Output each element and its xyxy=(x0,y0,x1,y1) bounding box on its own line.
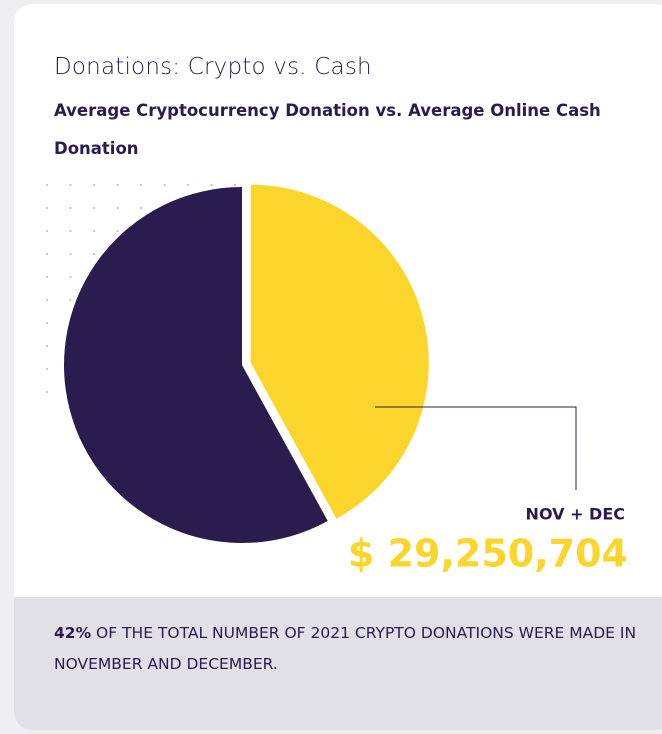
decor-dot xyxy=(93,253,95,255)
decor-dot xyxy=(46,184,48,186)
decor-dot xyxy=(234,184,236,186)
decor-dot xyxy=(46,391,48,393)
footnote-highlight: 42% xyxy=(54,624,92,642)
decor-dot xyxy=(46,322,48,324)
decor-dot xyxy=(46,253,48,255)
decor-dot xyxy=(46,299,48,301)
decor-dot xyxy=(93,207,95,209)
decor-dot xyxy=(163,184,166,186)
decor-dot xyxy=(93,184,95,186)
pie-slice xyxy=(64,187,328,543)
decor-dot xyxy=(46,276,48,278)
decor-dot xyxy=(140,207,142,209)
decor-dot xyxy=(69,253,72,255)
pie-slice xyxy=(250,184,429,519)
decor-dot xyxy=(140,184,142,186)
footnote: 42% OF THE TOTAL NUMBER OF 2021 CRYPTO D… xyxy=(54,618,644,680)
decor-dot xyxy=(69,207,72,209)
chart-title: Donations: Crypto vs. Cash xyxy=(54,54,372,80)
decor-dot xyxy=(187,184,189,186)
footer-panel xyxy=(14,597,662,730)
decor-dot xyxy=(116,207,119,209)
decor-dot xyxy=(116,184,119,186)
decor-dot xyxy=(210,184,213,186)
decor-dot xyxy=(69,184,72,186)
decor-dot xyxy=(46,345,48,347)
decor-dot xyxy=(46,230,48,232)
annotation-amount: $ 29,250,704 xyxy=(348,532,628,576)
decor-dot xyxy=(93,230,95,232)
decor-dot xyxy=(69,299,72,301)
decor-dot xyxy=(69,230,72,232)
chart-subtitle: Average Cryptocurrency Donation vs. Aver… xyxy=(54,101,601,158)
footnote-text: OF THE TOTAL NUMBER OF 2021 CRYPTO DONAT… xyxy=(54,624,637,673)
decor-dot xyxy=(69,276,72,278)
annotation-label: NOV + DEC xyxy=(526,505,625,524)
decor-dot xyxy=(46,368,48,370)
decor-dot xyxy=(46,207,48,209)
decor-dot xyxy=(116,230,119,232)
leader-line xyxy=(375,406,577,490)
